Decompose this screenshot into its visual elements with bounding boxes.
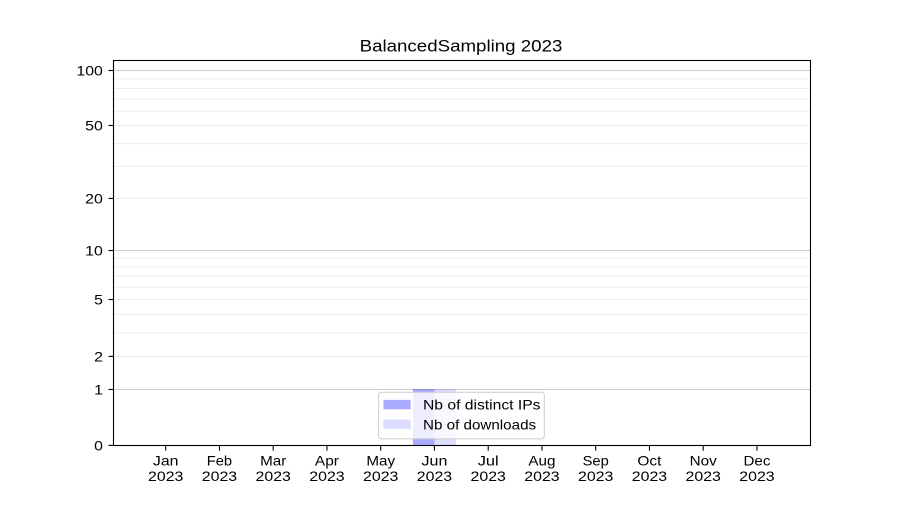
svg-text:2: 2	[94, 348, 103, 364]
svg-text:2023: 2023	[363, 468, 399, 484]
svg-text:2023: 2023	[471, 468, 507, 484]
svg-text:2023: 2023	[309, 468, 345, 484]
svg-text:Oct: Oct	[637, 453, 661, 469]
svg-text:Nov: Nov	[690, 453, 717, 469]
svg-text:Apr: Apr	[315, 453, 339, 469]
svg-text:0: 0	[94, 437, 103, 453]
svg-text:Jun: Jun	[422, 453, 448, 469]
svg-text:1: 1	[94, 382, 103, 398]
svg-text:2023: 2023	[578, 468, 614, 484]
svg-text:Feb: Feb	[207, 453, 233, 469]
svg-text:BalancedSampling 2023: BalancedSampling 2023	[360, 36, 563, 55]
svg-text:Aug: Aug	[528, 453, 555, 469]
svg-text:Mar: Mar	[260, 453, 287, 469]
svg-text:2023: 2023	[417, 468, 453, 484]
svg-text:2023: 2023	[256, 468, 292, 484]
svg-text:20: 20	[85, 190, 103, 206]
svg-text:2023: 2023	[739, 468, 775, 484]
svg-text:2023: 2023	[686, 468, 722, 484]
svg-text:2023: 2023	[632, 468, 668, 484]
svg-text:50: 50	[85, 118, 103, 134]
svg-text:2023: 2023	[524, 468, 560, 484]
svg-text:10: 10	[85, 243, 103, 259]
svg-text:Jul: Jul	[478, 453, 499, 469]
svg-text:Sep: Sep	[583, 453, 609, 469]
svg-text:5: 5	[94, 292, 103, 308]
svg-text:May: May	[366, 453, 395, 469]
svg-text:100: 100	[76, 63, 103, 79]
svg-text:Nb of distinct IPs: Nb of distinct IPs	[423, 397, 541, 413]
svg-text:Dec: Dec	[744, 453, 771, 469]
svg-text:Jan: Jan	[153, 453, 179, 469]
svg-text:2023: 2023	[148, 468, 184, 484]
svg-text:Nb of downloads: Nb of downloads	[423, 416, 536, 432]
svg-text:2023: 2023	[202, 468, 238, 484]
